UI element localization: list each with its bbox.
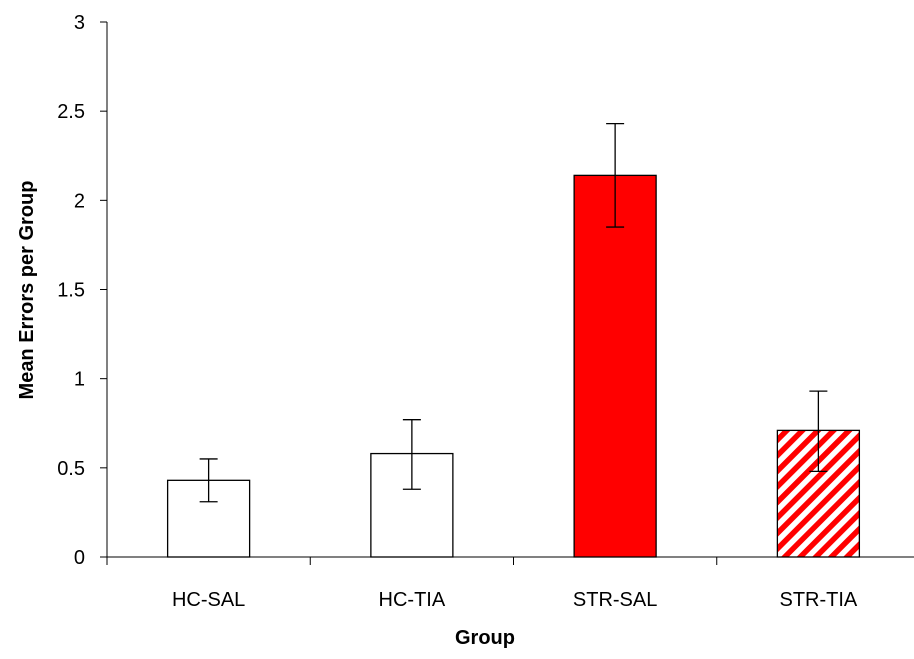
y-axis-title: Mean Errors per Group <box>16 181 38 400</box>
x-tick-label: STR-TIA <box>779 589 857 611</box>
y-tick-label: 1.5 <box>57 280 85 302</box>
y-tick-label: 2 <box>74 190 85 212</box>
x-tick-label: HC-TIA <box>379 589 446 611</box>
bar-hc-sal <box>166 479 251 558</box>
x-tick-label: HC-SAL <box>172 589 245 611</box>
y-tick-label: 0 <box>74 547 85 569</box>
bar-str-sal <box>573 174 657 558</box>
y-tick-label: 3 <box>74 12 85 34</box>
y-tick-label: 2.5 <box>57 101 85 123</box>
x-tick-label: STR-SAL <box>573 589 657 611</box>
x-axis-title: Group <box>455 627 515 649</box>
plot-area: 0 0.5 1 1.5 2 2.5 3 HC-SAL HC-TIA STR-SAL STR-TIA <box>57 12 914 611</box>
y-tick-label: 0.5 <box>57 458 85 480</box>
y-tick-label: 1 <box>74 369 85 391</box>
